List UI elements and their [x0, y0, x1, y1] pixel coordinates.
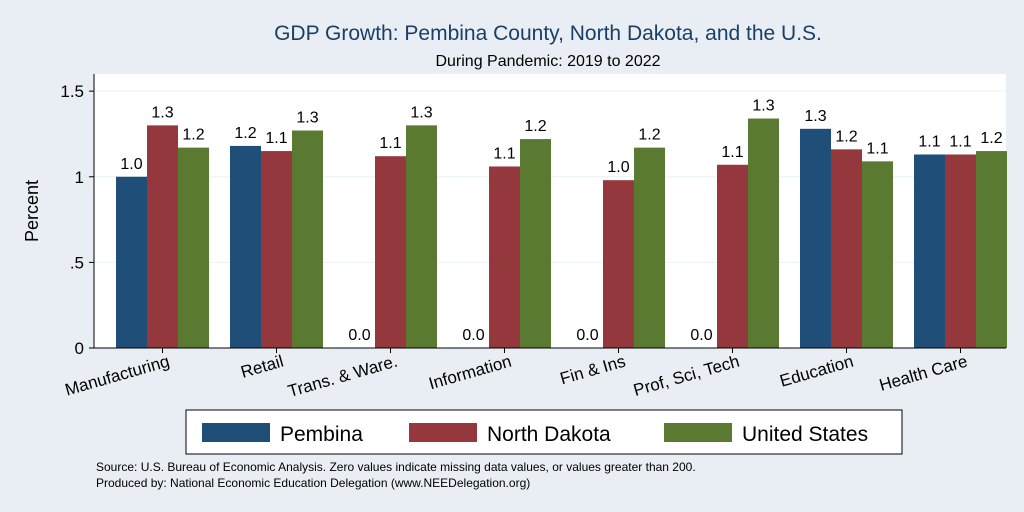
bar-pembina [914, 154, 945, 348]
data-label: 0.0 [462, 327, 484, 344]
data-label: 0.0 [576, 327, 598, 344]
legend-entries: Pembina North Dakota United States [202, 423, 868, 446]
x-tick-label: Information [427, 352, 514, 394]
data-label: 0.0 [348, 327, 370, 344]
x-tick-label: Trans. & Ware. [286, 352, 400, 401]
x-tick-label: Retail [239, 352, 286, 382]
data-label: 1.2 [234, 125, 256, 142]
legend: Pembina North Dakota United States [185, 409, 903, 455]
data-label: 1.1 [379, 135, 401, 152]
y-tick-label: 1 [75, 168, 84, 187]
bars [116, 118, 1007, 349]
x-tick-label: Health Care [877, 352, 969, 395]
data-label: 1.2 [182, 127, 204, 144]
source-note: Source: U.S. Bureau of Economic Analysis… [96, 460, 696, 474]
data-label: 1.2 [980, 130, 1002, 147]
data-label: 1.1 [949, 133, 971, 150]
data-label: 1.2 [638, 127, 660, 144]
x-ticks: Manufacturing Retail Trans. & Ware. Informa… [63, 348, 970, 401]
legend-swatch [664, 423, 732, 442]
legend-box [185, 409, 903, 455]
y-tick-label: 1.5 [60, 82, 84, 101]
data-label: 1.0 [120, 156, 142, 173]
bar-north-dakota [717, 164, 748, 348]
data-label: 1.1 [918, 133, 940, 150]
bar-north-dakota [489, 166, 520, 348]
y-axis-label: Percent [22, 180, 42, 242]
data-labels: 1.0 1.3 1.2 1.2 1.1 1.3 0.0 1.1 1.3 0.0 1.1 1.2 0.0 1… [120, 98, 1002, 344]
data-label: 1.1 [493, 145, 515, 162]
x-tick-label: Education [778, 352, 856, 391]
bar-united-states [748, 118, 779, 349]
data-label: 1.1 [721, 144, 743, 161]
x-tick-label: Prof, Sci, Tech [631, 352, 741, 400]
y-tick-label: 0 [75, 339, 84, 358]
chart-subtitle: During Pandemic: 2019 to 2022 [435, 53, 660, 70]
legend-label: United States [742, 423, 868, 446]
y-ticks: 0 .5 1 1.5 [60, 82, 94, 358]
x-tick-label: Manufacturing [63, 352, 172, 400]
producer-note: Produced by: National Economic Education… [96, 476, 530, 490]
bar-north-dakota [945, 154, 976, 348]
bar-north-dakota [261, 151, 292, 348]
legend-label: Pembina [280, 423, 363, 446]
legend-swatch [409, 423, 477, 442]
bar-united-states [406, 125, 437, 348]
data-label: 1.1 [265, 130, 287, 147]
bar-united-states [178, 147, 209, 348]
bar-united-states [292, 130, 323, 348]
legend-label: North Dakota [487, 423, 611, 446]
bar-united-states [862, 161, 893, 348]
bar-united-states [634, 147, 665, 348]
data-label: 1.3 [151, 104, 173, 121]
bar-united-states [520, 139, 551, 348]
legend-swatch [202, 423, 270, 442]
bar-north-dakota [375, 156, 406, 348]
data-label: 1.3 [804, 108, 826, 125]
bar-pembina [230, 145, 261, 348]
data-label: 1.3 [296, 110, 318, 127]
bar-north-dakota [831, 149, 862, 348]
bar-united-states [976, 151, 1007, 348]
bar-north-dakota [147, 125, 178, 348]
data-label: 1.0 [607, 159, 629, 176]
data-label: 1.3 [752, 98, 774, 115]
data-label: 0.0 [690, 327, 712, 344]
x-tick-label: Fin & Ins [558, 352, 628, 389]
bar-pembina [800, 128, 831, 348]
data-label: 1.2 [835, 128, 857, 145]
data-label: 1.1 [866, 140, 888, 157]
data-label: 1.2 [524, 118, 546, 135]
bar-pembina [116, 176, 147, 348]
data-label: 1.3 [410, 104, 432, 121]
bar-north-dakota [603, 180, 634, 348]
y-tick-label: .5 [70, 253, 84, 272]
chart-title: GDP Growth: Pembina County, North Dakota… [274, 22, 822, 45]
